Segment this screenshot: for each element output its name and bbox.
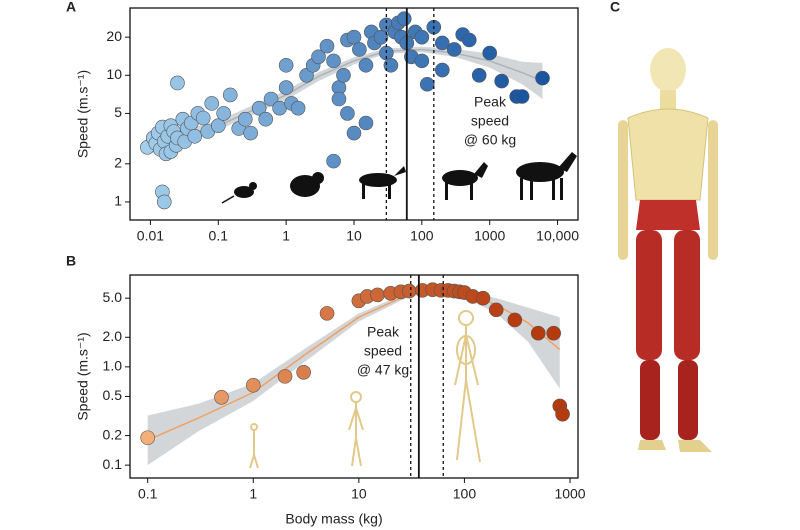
confidence-band <box>150 46 543 154</box>
data-point <box>488 302 504 318</box>
data-point <box>326 53 341 69</box>
x-tick-label: 1 <box>249 486 257 502</box>
data-point <box>370 287 385 303</box>
x-axis-label: Body mass (kg) <box>285 511 382 527</box>
panel-label: B <box>66 253 76 269</box>
animal-silhouettes <box>221 152 577 204</box>
data-point <box>358 57 374 73</box>
annotation: Peak <box>474 94 507 110</box>
data-point <box>210 118 226 133</box>
data-point <box>319 38 335 54</box>
data-point <box>278 80 294 95</box>
x-tick-label: 10,000 <box>536 228 579 244</box>
data-point <box>546 325 561 341</box>
data-point <box>214 390 229 405</box>
data-point <box>311 49 326 65</box>
data-point <box>507 312 523 328</box>
data-point <box>535 70 550 86</box>
annotation: speed <box>471 113 509 129</box>
y-tick-label: 2 <box>114 155 122 171</box>
data-point <box>346 125 362 141</box>
plot-frame <box>129 274 579 479</box>
y-axis-label: Speed (m.s⁻¹) <box>75 332 91 420</box>
data-point <box>237 111 253 127</box>
y-tick-label: 0.5 <box>103 387 123 403</box>
x-tick-label: 0.01 <box>137 228 164 244</box>
data-point <box>187 128 203 144</box>
panel-label: C <box>610 0 620 15</box>
data-point <box>414 53 430 69</box>
data-point <box>340 106 355 121</box>
y-tick-label: 5 <box>114 104 122 120</box>
data-point <box>195 110 211 126</box>
data-point <box>475 290 491 306</box>
y-axis-label: Speed (m.s⁻¹) <box>75 70 91 158</box>
data-point <box>494 73 509 89</box>
data-point <box>170 75 185 91</box>
data-point <box>204 96 220 111</box>
data-point <box>258 111 274 127</box>
data-point <box>245 377 261 393</box>
data-point <box>156 194 172 210</box>
data-point <box>446 42 462 57</box>
annotation: Peak <box>367 324 400 340</box>
x-tick-label: 1000 <box>474 228 505 244</box>
data-point <box>243 125 258 141</box>
y-tick-label: 1.0 <box>103 358 123 374</box>
data-point <box>555 406 570 422</box>
x-tick-label: 100 <box>410 228 434 244</box>
x-tick-label: 0.1 <box>209 228 229 244</box>
y-tick-label: 1 <box>114 193 122 209</box>
data-point <box>401 283 417 299</box>
data-point <box>296 365 311 380</box>
y-tick-label: 0.2 <box>103 426 123 442</box>
panel-label: A <box>66 0 76 15</box>
data-point <box>319 306 335 321</box>
data-point <box>251 100 267 116</box>
data-point <box>373 29 389 45</box>
data-point <box>434 62 450 78</box>
data-point <box>383 57 399 73</box>
y-tick-label: 0.1 <box>103 456 123 472</box>
skeleton-icons <box>249 310 481 469</box>
data-point <box>277 369 293 384</box>
y-tick-label: 10 <box>106 66 122 82</box>
x-tick-label: 1000 <box>554 486 585 502</box>
data-point <box>331 91 347 107</box>
confidence-band <box>147 288 560 466</box>
data-point <box>414 29 430 45</box>
data-point <box>263 91 279 107</box>
data-point <box>482 45 498 61</box>
data-point <box>461 32 477 48</box>
data-point <box>346 29 362 45</box>
data-point <box>514 89 530 104</box>
x-tick-label: 10 <box>351 486 367 502</box>
data-point <box>396 11 412 26</box>
musculoskeletal-model <box>618 48 718 452</box>
y-tick-label: 2.0 <box>103 328 123 344</box>
x-tick-label: 1 <box>282 228 290 244</box>
data-point <box>336 68 351 83</box>
y-tick-label: 20 <box>106 28 122 44</box>
data-point <box>471 68 487 83</box>
data-point <box>358 115 374 131</box>
data-point <box>278 57 294 73</box>
x-tick-label: 100 <box>453 486 477 502</box>
annotation: speed <box>364 343 402 359</box>
data-point <box>530 325 546 341</box>
data-point <box>326 153 341 169</box>
data-point <box>434 35 450 51</box>
data-point <box>352 42 367 57</box>
x-tick-label: 0.1 <box>138 486 158 502</box>
annotation: @ 47 kg <box>357 362 409 378</box>
data-point <box>290 100 306 116</box>
y-tick-label: 5.0 <box>103 289 123 305</box>
x-tick-label: 10 <box>346 228 362 244</box>
data-point <box>419 76 435 92</box>
data-point <box>140 430 155 446</box>
data-point <box>222 87 238 103</box>
annotation: @ 60 kg <box>464 132 516 148</box>
data-point <box>216 106 231 121</box>
